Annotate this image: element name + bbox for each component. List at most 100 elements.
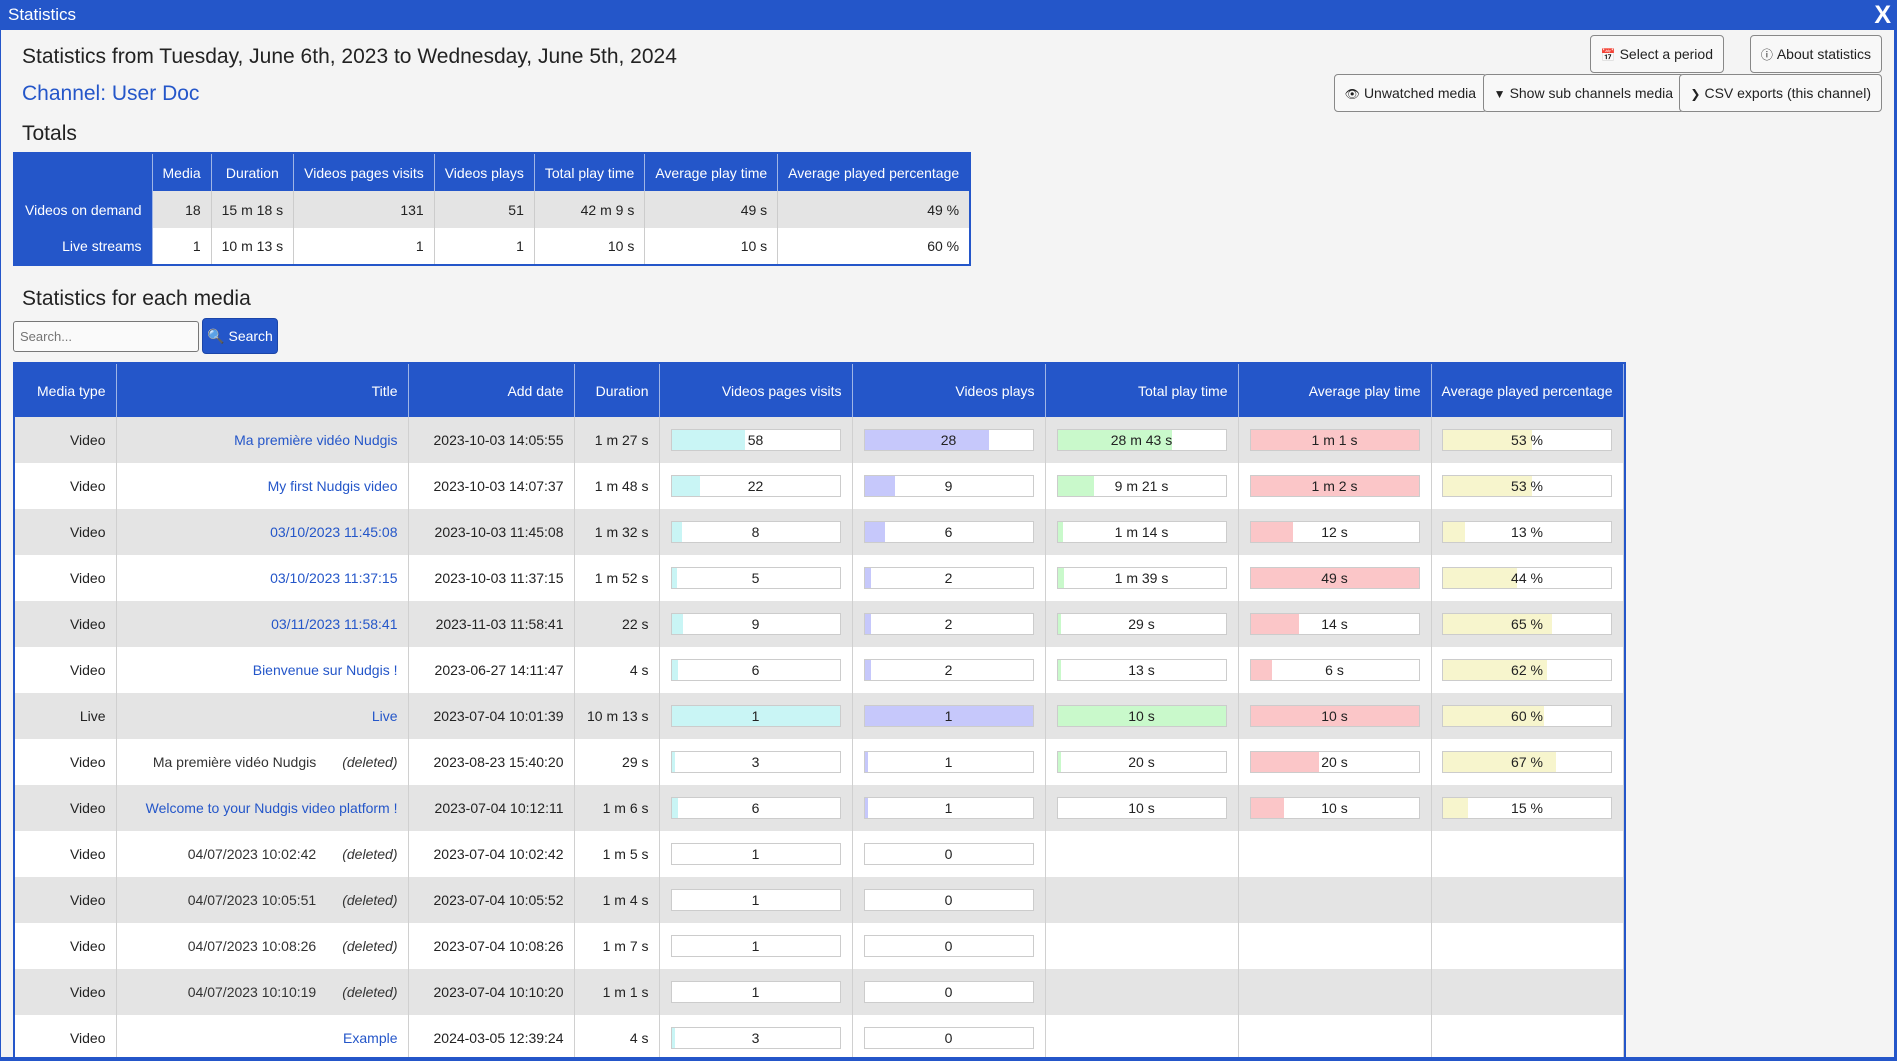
stat-visits-bar: 1 — [670, 843, 841, 865]
stat-visits-fill — [671, 568, 677, 588]
select-period-button[interactable]: 📅 Select a period — [1589, 35, 1724, 73]
about-statistics-button[interactable]: ⓘ About statistics — [1749, 35, 1882, 73]
stat-avg-value: 6 s — [1325, 662, 1344, 678]
table-row: Video 04/07/2023 10:10:19 (deleted) 2023-07… — [15, 969, 1624, 1015]
stat-avg-bar: 20 s — [1249, 751, 1420, 773]
stat-avg-value: 12 s — [1321, 524, 1348, 540]
stat-total-bar: 10 s — [1056, 797, 1227, 819]
totals-cell: 10 m 13 s — [211, 228, 295, 265]
media-title-text: Ma première vidéo Nudgis — [152, 754, 317, 770]
stat-visits-fill — [671, 476, 701, 496]
media-type-cell: Video — [15, 877, 117, 923]
stat-visits-cell: 1 — [659, 831, 853, 877]
duration-cell: 4 s — [574, 647, 660, 693]
stat-pct-bar: 67 % — [1442, 751, 1612, 773]
media-title-link[interactable]: Example — [343, 1030, 398, 1046]
search-input[interactable] — [13, 321, 199, 352]
stat-total-fill — [1057, 660, 1061, 680]
media-title-link[interactable]: Ma première vidéo Nudgis — [234, 432, 398, 448]
add-date-cell: 2023-07-04 10:10:20 — [408, 969, 575, 1015]
media-table-body: Video Ma première vidéo Nudgis 2023-10-03 … — [15, 417, 1624, 1057]
stat-visits-fill — [671, 522, 682, 542]
select-period-label: Select a period — [1619, 46, 1713, 62]
stat-plays-fill — [864, 798, 868, 818]
stat-visits-value: 3 — [751, 754, 760, 770]
stat-visits-bar: 3 — [670, 751, 841, 773]
stat-plays-value: 0 — [944, 938, 953, 954]
stat-visits-bar: 1 — [670, 889, 841, 911]
channel-link[interactable]: Channel: User Doc — [22, 82, 200, 105]
stat-total-value: 13 s — [1128, 662, 1155, 678]
add-date-cell: 2023-07-04 10:12:11 — [408, 785, 575, 831]
unwatched-media-button[interactable]: 👁 Unwatched media — [1333, 74, 1487, 112]
stat-visits-fill — [671, 706, 840, 726]
stat-pct-bar: 13 % — [1442, 521, 1612, 543]
stat-visits-bar: 22 — [670, 475, 841, 497]
media-title-cell: 03/10/2023 11:37:15 — [116, 555, 409, 601]
stat-pct-cell: 44 % — [1431, 555, 1624, 601]
stat-pct-cell: 53 % — [1431, 417, 1624, 463]
stat-total-bar: 1 m 39 s — [1056, 567, 1227, 589]
totals-cell: 1 — [434, 228, 535, 265]
stat-plays-cell: 2 — [852, 647, 1046, 693]
stat-visits-value: 6 — [751, 662, 760, 678]
stat-plays-bar: 1 — [863, 705, 1034, 727]
stat-plays-bar: 1 — [863, 751, 1034, 773]
add-date-cell: 2023-08-23 15:40:20 — [408, 739, 575, 785]
stat-avg-cell: 10 s — [1238, 785, 1432, 831]
stat-total-cell: 28 m 43 s — [1045, 417, 1239, 463]
stat-plays-fill — [864, 430, 989, 450]
stat-plays-bar: 0 — [863, 843, 1034, 865]
stat-total-cell — [1045, 923, 1239, 969]
stat-plays-cell: 2 — [852, 601, 1046, 647]
table-row: Video Ma première vidéo Nudgis (deleted) 20… — [15, 739, 1624, 785]
stat-pct-fill — [1443, 614, 1553, 634]
stat-pct-cell: 60 % — [1431, 693, 1624, 739]
totals-cell: 10 s — [534, 228, 646, 265]
stat-pct-bar: 53 % — [1442, 475, 1612, 497]
media-title-link[interactable]: 03/10/2023 11:37:15 — [270, 570, 398, 586]
stat-avg-fill — [1250, 568, 1419, 588]
stat-pct-cell: 62 % — [1431, 647, 1624, 693]
media-title-link[interactable]: 03/10/2023 11:45:08 — [270, 524, 398, 540]
duration-cell: 1 m 32 s — [574, 509, 660, 555]
media-title-link[interactable]: Welcome to your Nudgis video platform ! — [145, 800, 398, 816]
search-button[interactable]: 🔍 Search — [202, 318, 278, 354]
close-button[interactable]: X — [1874, 1, 1891, 29]
stat-plays-cell: 0 — [852, 1015, 1046, 1057]
stat-plays-cell: 28 — [852, 417, 1046, 463]
media-title-link[interactable]: Bienvenue sur Nudgis ! — [252, 662, 398, 678]
stat-pct-fill — [1443, 706, 1544, 726]
csv-exports-button[interactable]: ❯ CSV exports (this channel) — [1679, 74, 1882, 112]
stat-visits-cell: 1 — [659, 693, 853, 739]
stat-plays-bar: 1 — [863, 797, 1034, 819]
media-type-cell: Video — [15, 601, 117, 647]
table-row: Video 04/07/2023 10:02:42 (deleted) 2023-07… — [15, 831, 1624, 877]
stat-plays-bar: 0 — [863, 981, 1034, 1003]
stat-total-value: 28 m 43 s — [1110, 432, 1173, 448]
duration-cell: 29 s — [574, 739, 660, 785]
stat-pct-fill — [1443, 660, 1548, 680]
stat-visits-value: 3 — [751, 1030, 760, 1046]
stat-plays-bar: 6 — [863, 521, 1034, 543]
media-title-link[interactable]: 03/11/2023 11:58:41 — [271, 616, 398, 632]
show-sub-channels-button[interactable]: ▼ Show sub channels media — [1482, 74, 1684, 112]
stat-visits-fill — [671, 660, 679, 680]
stat-pct-value: 15 % — [1511, 800, 1543, 816]
stat-visits-cell: 1 — [659, 923, 853, 969]
stat-pct-cell — [1431, 1015, 1624, 1057]
stat-plays-cell: 6 — [852, 509, 1046, 555]
deleted-label: (deleted) — [342, 938, 398, 954]
media-column-header: Videos plays — [852, 364, 1046, 417]
media-title-link[interactable]: My first Nudgis video — [267, 478, 398, 494]
stat-total-bar: 28 m 43 s — [1056, 429, 1227, 451]
media-title-link[interactable]: Live — [371, 708, 398, 724]
media-column-header: Average played percentage — [1431, 364, 1624, 417]
duration-cell: 1 m 4 s — [574, 877, 660, 923]
table-row: Video Example 2024-03-05 12:39:24 4 s 3 0 — [15, 1015, 1624, 1057]
totals-row: Videos on demand 18 15 m 18 s 131 51 42 m 9 s… — [14, 191, 971, 228]
stat-total-bar: 10 s — [1056, 705, 1227, 727]
stat-avg-value: 1 m 2 s — [1311, 478, 1358, 494]
stat-pct-value: 67 % — [1511, 754, 1543, 770]
